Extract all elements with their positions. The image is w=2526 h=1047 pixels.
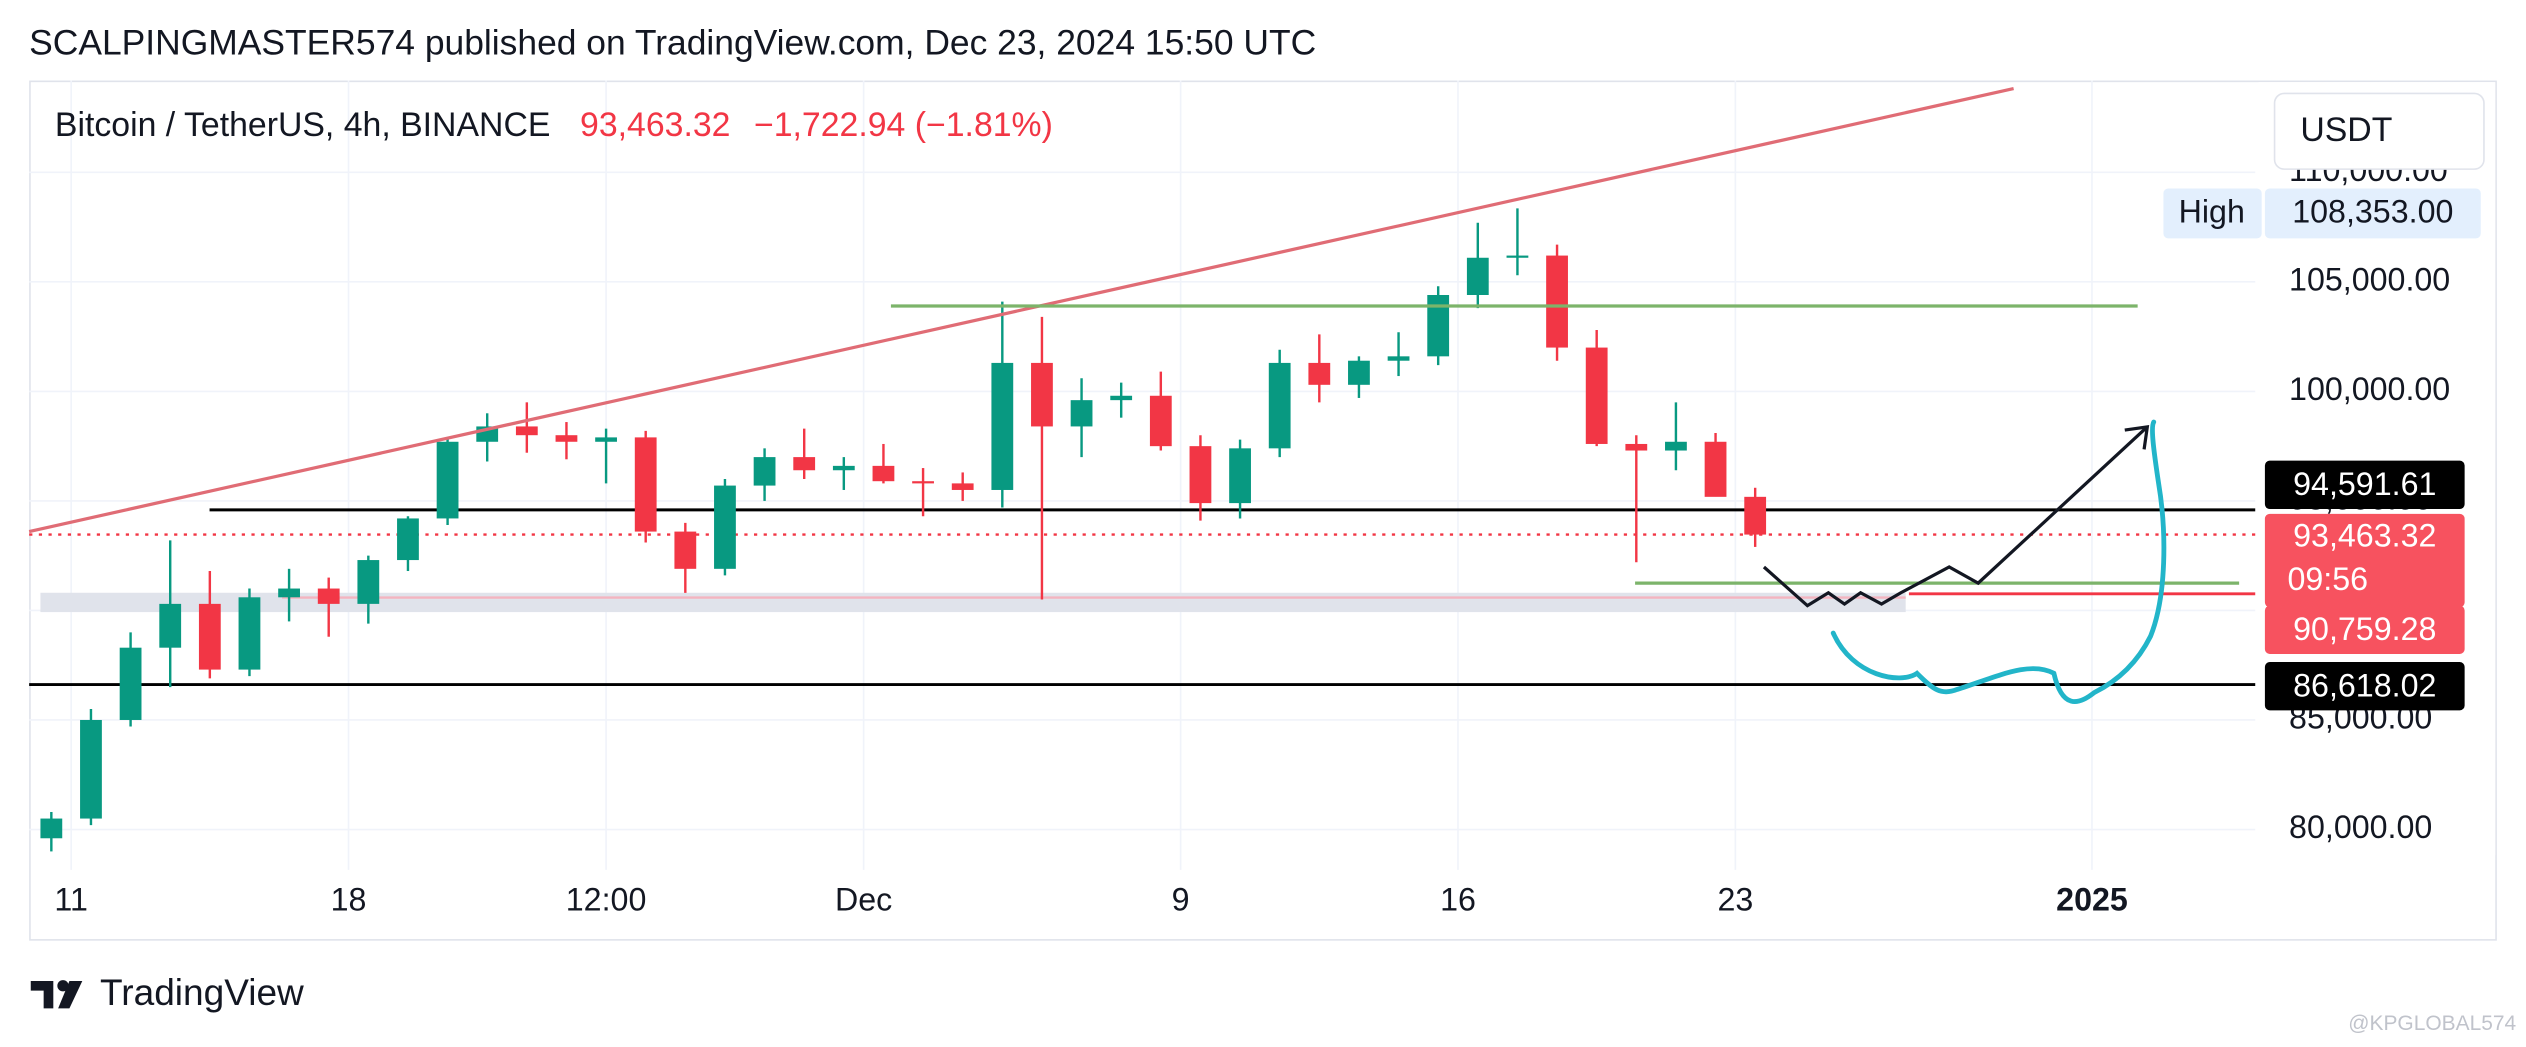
high-value-box: [2264, 188, 2481, 239]
candle-body: [1149, 395, 1172, 447]
candle-body: [1427, 294, 1450, 357]
candle-body: [555, 435, 578, 442]
candle-body: [1625, 443, 1648, 451]
drawings: [40, 592, 1906, 613]
candle-body: [40, 818, 63, 839]
x-tick-label: 18: [331, 882, 367, 918]
candle-body: [119, 647, 142, 720]
x-tick-label: Dec: [835, 882, 892, 918]
high-value: 108,353.00: [2292, 194, 2453, 230]
level-label-box: [2264, 460, 2465, 510]
candle-body: [753, 457, 776, 486]
drawings: [28, 87, 2240, 704]
brand-name: TradingView: [100, 971, 304, 1013]
candle-body: [198, 603, 221, 670]
candle-body: [515, 426, 538, 436]
candle-body: [238, 597, 261, 670]
published-line: SCALPINGMASTER574 published on TradingVi…: [29, 22, 1316, 62]
legend-change: −1,722.94 (−1.81%): [754, 106, 1053, 144]
candles: [40, 208, 1767, 852]
candle-body: [793, 457, 816, 471]
projection-path: [1762, 425, 2149, 608]
currency-label: USDT: [2300, 111, 2392, 149]
x-tick-label: 11: [54, 882, 87, 918]
candle-body: [912, 481, 934, 484]
candle-body: [991, 362, 1014, 490]
candle-body: [1387, 356, 1410, 361]
level-label: 90,759.28: [2293, 611, 2436, 647]
trend-line: [28, 87, 2014, 534]
high-tag: High: [2179, 194, 2245, 230]
candle-body: [1268, 362, 1291, 449]
candle-body: [1348, 360, 1370, 385]
candle-body: [832, 465, 855, 471]
x-tick-label: 2025: [2056, 882, 2128, 918]
currency-box: [2273, 92, 2485, 170]
candle-body: [1070, 400, 1093, 427]
candle-body: [595, 437, 617, 442]
legend-symbol: Bitcoin / TetherUS, 4h, BINANCE: [55, 106, 551, 144]
brand-logo: [30, 980, 83, 1009]
levels: [29, 508, 2256, 686]
level-label-box: [2264, 605, 2465, 654]
level-label: 94,591.61: [2293, 466, 2436, 502]
candle-body: [317, 588, 340, 604]
candle-body: [278, 588, 300, 598]
candle-body: [436, 441, 459, 519]
arrow-head: [2124, 424, 2150, 450]
candle-body: [714, 485, 736, 569]
level-label: 86,618.02: [2293, 667, 2436, 703]
candle-body: [872, 465, 895, 482]
candle-body: [1110, 395, 1133, 401]
candle-body: [1704, 441, 1727, 497]
x-tick-label: 12:00: [566, 882, 647, 918]
price-labels: 94,591.61 93,463.32 09:56 90,759.28 86,618.0…: [2163, 188, 2481, 711]
candle-body: [674, 531, 697, 569]
candle-body: [1506, 255, 1529, 258]
level-label-box: [2264, 513, 2465, 608]
candle-body: [357, 560, 380, 604]
y-tick-label: 80,000.00: [2289, 809, 2432, 845]
level-label: 93,463.32: [2293, 518, 2436, 554]
chart-frame: [29, 80, 2497, 941]
candle-body: [1229, 448, 1251, 504]
candle-body: [80, 719, 102, 819]
candle-body: [634, 437, 657, 532]
freehand-scribble: [1830, 419, 2167, 704]
candle-body: [1744, 496, 1767, 535]
legend-price: 93,463.32: [580, 106, 730, 144]
x-tick-label: 16: [1440, 882, 1476, 918]
candle-body: [397, 518, 419, 561]
candle-body: [1665, 441, 1687, 451]
x-tick-label: 23: [1717, 882, 1753, 918]
watermark: @KPGLOBAL574: [2348, 1012, 2516, 1035]
x-tick-label: 9: [1172, 882, 1190, 918]
candle-body: [1585, 347, 1608, 444]
candle-body: [1546, 255, 1568, 348]
level-countdown: 09:56: [2287, 561, 2368, 597]
candle-body: [159, 603, 182, 648]
candle-body: [1466, 257, 1489, 295]
y-tick-label: 100,000.00: [2289, 371, 2450, 407]
candle-body: [1189, 446, 1212, 504]
y-tick-label: 105,000.00: [2289, 261, 2450, 297]
high-tag-box: [2163, 188, 2262, 239]
candle-body: [1031, 362, 1053, 427]
level-label-box: [2264, 662, 2465, 711]
candle-body: [951, 483, 974, 490]
candle-body: [1308, 362, 1331, 385]
